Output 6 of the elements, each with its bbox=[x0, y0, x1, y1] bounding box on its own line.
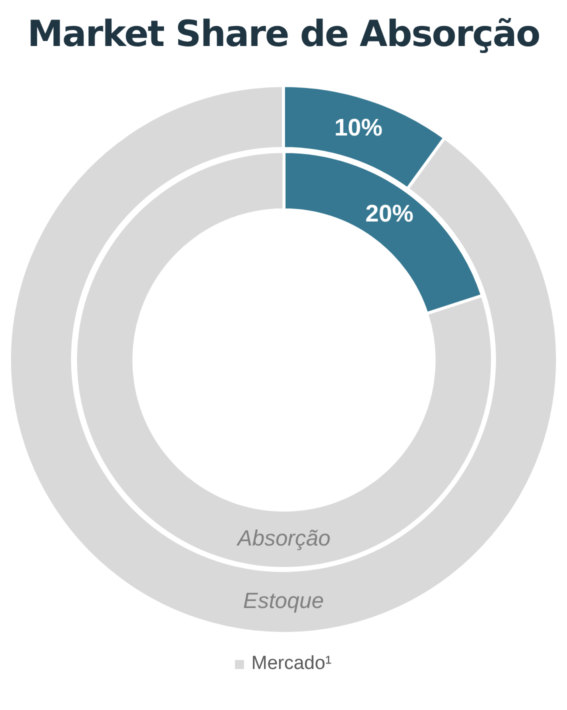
text: Absorção bbox=[235, 524, 330, 550]
data-label: 10% bbox=[334, 114, 382, 142]
chart-title: Market Share de Absorção bbox=[26, 13, 541, 57]
legend-label: Mercado¹ bbox=[250, 653, 332, 675]
data-label: 20% bbox=[364, 200, 413, 228]
text: Estoque bbox=[243, 588, 324, 614]
